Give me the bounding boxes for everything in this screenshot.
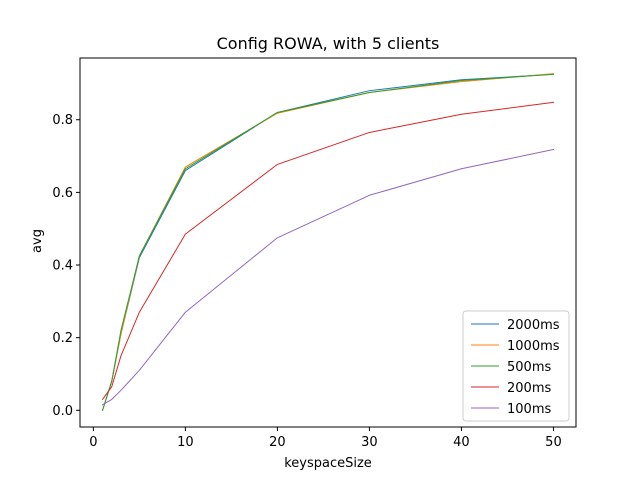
x-axis: 0 10 20 30 40 50 <box>89 427 562 450</box>
y-tick-label: 0.2 <box>52 331 73 346</box>
y-tick-label: 0.8 <box>52 113 73 128</box>
plot-area <box>79 57 577 428</box>
legend-label: 1000ms <box>507 339 560 354</box>
x-tick-label: 30 <box>361 435 378 450</box>
legend: 2000ms 1000ms 500ms 200ms 100ms <box>462 310 570 422</box>
legend-label: 100ms <box>507 402 551 417</box>
y-axis: 0.0 0.2 0.4 0.6 0.8 <box>52 113 80 419</box>
legend-label: 200ms <box>507 381 551 396</box>
legend-box <box>462 310 570 422</box>
y-axis-title: avg <box>30 229 45 253</box>
chart-title: Config ROWA, with 5 clients <box>217 34 440 53</box>
y-tick-label: 0.0 <box>52 404 73 419</box>
y-tick-label: 0.6 <box>52 186 73 201</box>
x-tick-label: 10 <box>177 435 194 450</box>
y-tick-label: 0.4 <box>52 259 73 274</box>
series-line-500ms <box>101 73 554 411</box>
legend-label: 2000ms <box>507 318 560 333</box>
series-line-100ms <box>101 148 555 406</box>
series-line-200ms <box>101 101 555 401</box>
plot-frame <box>79 57 577 428</box>
x-axis-title: keyspaceSize <box>284 456 372 471</box>
x-tick-label: 40 <box>453 435 470 450</box>
x-tick-label: 50 <box>545 435 562 450</box>
x-tick-label: 20 <box>269 435 286 450</box>
x-tick-label: 0 <box>89 435 97 450</box>
legend-label: 500ms <box>507 360 551 375</box>
